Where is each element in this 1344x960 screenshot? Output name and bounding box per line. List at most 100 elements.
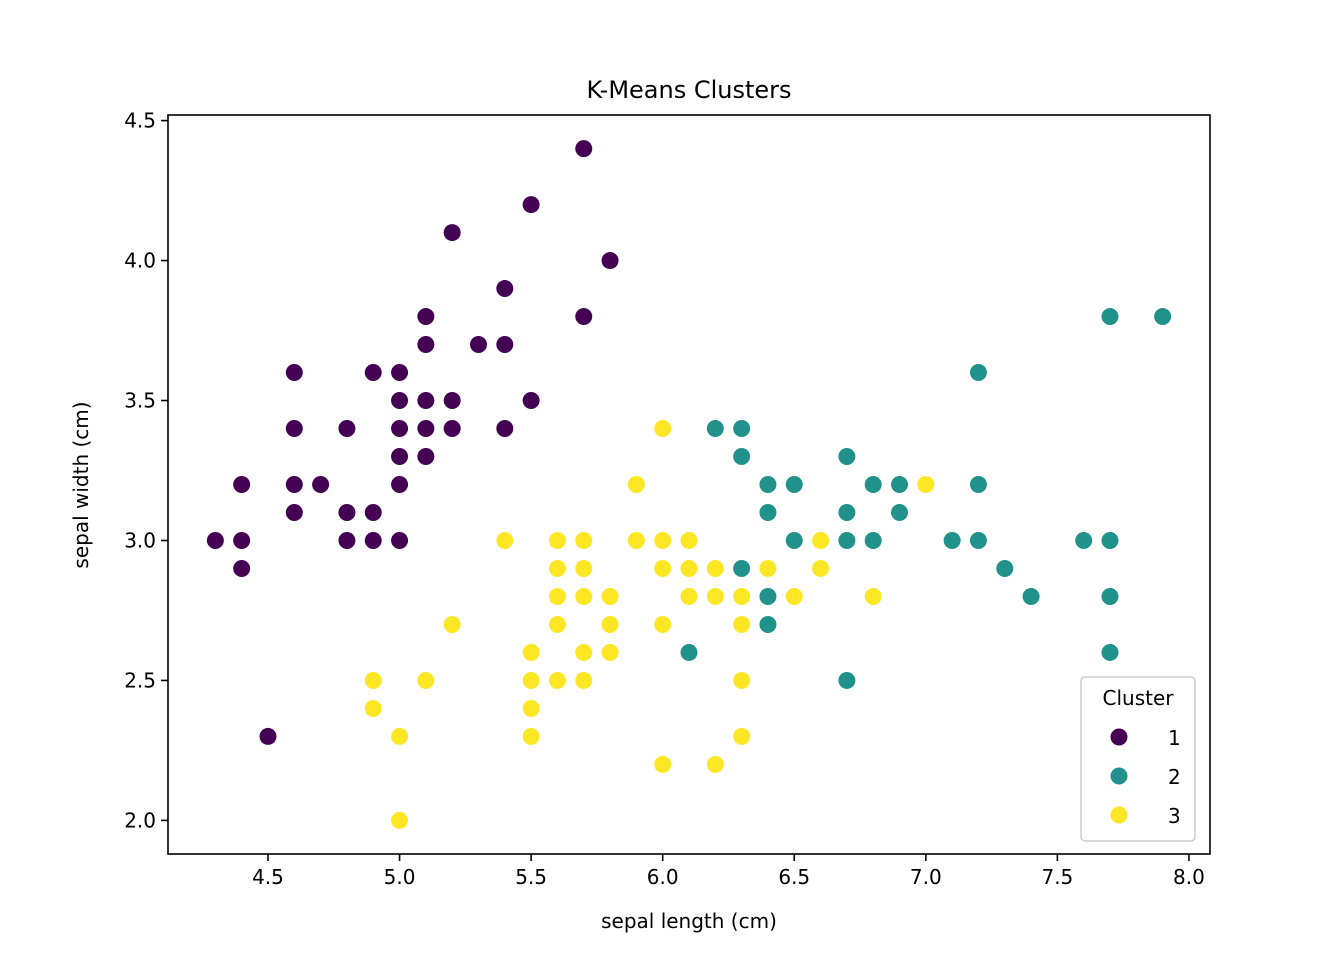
point-cluster-2	[864, 476, 882, 493]
point-cluster-1	[417, 420, 435, 438]
point-cluster-3	[391, 811, 409, 829]
x-tick-label: 6.0	[647, 865, 679, 889]
point-cluster-1	[259, 727, 277, 745]
point-cluster-2	[733, 559, 751, 577]
point-cluster-1	[364, 364, 382, 382]
point-cluster-3	[627, 476, 645, 493]
point-cluster-1	[206, 531, 224, 549]
point-cluster-3	[575, 587, 593, 605]
point-cluster-2	[733, 448, 751, 466]
x-tick-label: 5.5	[515, 865, 547, 889]
point-cluster-3	[522, 643, 540, 661]
point-cluster-3	[601, 643, 619, 661]
point-cluster-1	[417, 448, 435, 466]
point-cluster-2	[759, 615, 777, 633]
point-cluster-2	[1101, 531, 1119, 549]
point-cluster-3	[522, 727, 540, 745]
point-cluster-1	[312, 476, 330, 493]
x-tick-label: 7.0	[910, 865, 942, 889]
point-cluster-2	[759, 503, 777, 521]
point-cluster-1	[338, 503, 356, 521]
point-cluster-3	[733, 671, 751, 689]
point-cluster-3	[601, 615, 619, 633]
point-cluster-3	[680, 531, 698, 549]
point-cluster-3	[417, 671, 435, 689]
point-cluster-1	[233, 559, 251, 577]
y-tick-label: 2.0	[124, 808, 156, 832]
plot-frame	[167, 114, 1211, 855]
point-cluster-3	[654, 755, 672, 773]
point-cluster-3	[364, 699, 382, 717]
point-cluster-3	[575, 531, 593, 549]
point-cluster-3	[733, 587, 751, 605]
point-cluster-3	[680, 587, 698, 605]
legend-label-3: 3	[1168, 804, 1181, 828]
point-cluster-2	[969, 476, 987, 493]
chart-title: K-Means Clusters	[586, 76, 791, 104]
point-cluster-1	[391, 420, 409, 438]
point-cluster-2	[1022, 587, 1040, 605]
point-cluster-3	[917, 476, 935, 493]
y-tick-label: 4.5	[124, 109, 156, 133]
point-cluster-3	[548, 615, 566, 633]
point-cluster-2	[1154, 308, 1172, 326]
point-cluster-2	[838, 503, 856, 521]
point-cluster-3	[548, 559, 566, 577]
point-cluster-1	[496, 280, 514, 298]
point-cluster-1	[391, 392, 409, 410]
point-cluster-3	[548, 531, 566, 549]
point-cluster-1	[285, 476, 303, 493]
point-cluster-1	[417, 392, 435, 410]
point-cluster-1	[469, 336, 487, 354]
legend-title: Cluster	[1103, 686, 1175, 710]
y-tick-label: 3.0	[124, 528, 156, 552]
point-cluster-2	[1101, 308, 1119, 326]
point-cluster-3	[733, 727, 751, 745]
point-cluster-3	[680, 559, 698, 577]
point-cluster-3	[654, 420, 672, 438]
x-tick-label: 6.5	[778, 865, 810, 889]
point-cluster-1	[601, 252, 619, 270]
point-cluster-1	[391, 531, 409, 549]
x-tick-label: 5.0	[384, 865, 416, 889]
legend-marker-3	[1110, 806, 1128, 824]
point-cluster-1	[285, 420, 303, 438]
point-cluster-3	[548, 671, 566, 689]
point-cluster-1	[338, 420, 356, 438]
point-cluster-3	[654, 615, 672, 633]
y-axis-label: sepal width (cm)	[69, 401, 93, 568]
point-cluster-2	[706, 420, 724, 438]
point-cluster-3	[548, 587, 566, 605]
point-cluster-2	[838, 448, 856, 466]
legend-marker-2	[1110, 767, 1128, 785]
point-cluster-2	[891, 476, 909, 493]
point-cluster-3	[812, 531, 830, 549]
point-cluster-2	[996, 559, 1014, 577]
point-cluster-1	[233, 531, 251, 549]
points-layer	[206, 140, 1172, 829]
x-tick-label: 7.5	[1041, 865, 1073, 889]
point-cluster-3	[733, 615, 751, 633]
y-tick-label: 3.5	[124, 389, 156, 413]
point-cluster-1	[443, 392, 461, 410]
point-cluster-1	[443, 420, 461, 438]
point-cluster-1	[391, 448, 409, 466]
x-tick-label: 8.0	[1173, 865, 1205, 889]
point-cluster-1	[575, 140, 593, 158]
point-cluster-1	[391, 364, 409, 382]
point-cluster-1	[496, 420, 514, 438]
point-cluster-2	[759, 476, 777, 493]
point-cluster-3	[654, 531, 672, 549]
point-cluster-2	[1101, 587, 1119, 605]
point-cluster-3	[864, 587, 882, 605]
point-cluster-1	[496, 336, 514, 354]
point-cluster-2	[680, 643, 698, 661]
point-cluster-3	[496, 531, 514, 549]
point-cluster-1	[285, 503, 303, 521]
point-cluster-3	[364, 671, 382, 689]
point-cluster-2	[943, 531, 961, 549]
point-cluster-2	[838, 531, 856, 549]
point-cluster-3	[706, 559, 724, 577]
point-cluster-2	[785, 476, 803, 493]
